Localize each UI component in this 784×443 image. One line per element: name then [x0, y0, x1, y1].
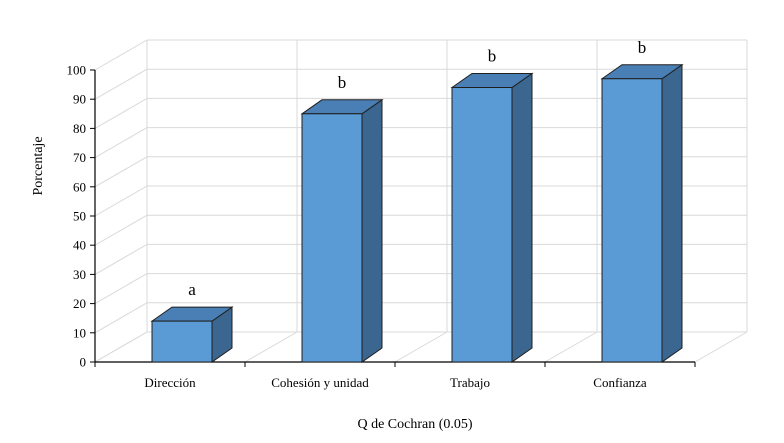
- gridline-floor: [94, 331, 148, 363]
- gridline-floor: [544, 331, 598, 363]
- x-category-label: Cohesión y unidad: [271, 375, 369, 390]
- gridline-side: [94, 302, 148, 334]
- x-category-label: Confianza: [593, 375, 647, 390]
- x-category-label: Dirección: [144, 375, 196, 390]
- gridline-side: [94, 97, 148, 129]
- x-category-label: Trabajo: [450, 375, 490, 390]
- bar-annotation: b: [638, 38, 647, 57]
- gridline-side: [94, 243, 148, 275]
- gridline-side: [94, 273, 148, 305]
- bars: [150, 63, 684, 363]
- gridline-floor: [244, 331, 298, 363]
- bar-front: [301, 113, 363, 363]
- y-tick-label: 90: [73, 92, 86, 107]
- gridline-side: [94, 214, 148, 246]
- labels: a Dirección b Cohesión y unidad b Trabajo b Con…: [144, 38, 647, 390]
- gridline-side: [94, 185, 148, 217]
- y-tick-label: 30: [73, 267, 86, 282]
- y-tick-label: 40: [73, 238, 86, 253]
- y-tick-label: 70: [73, 150, 86, 165]
- gridline-side: [94, 68, 148, 100]
- gridline-side: [94, 156, 148, 188]
- y-tick-label: 50: [73, 209, 86, 224]
- x-axis-title: Q de Cochran (0.05): [357, 417, 472, 432]
- bar: [600, 63, 684, 363]
- bar-side: [661, 63, 683, 363]
- bar-side: [511, 72, 533, 363]
- gridline-floor: [394, 331, 448, 363]
- bar: [450, 72, 534, 363]
- bar-annotation: b: [488, 47, 497, 66]
- bar-front: [151, 320, 213, 363]
- y-tick-label: 80: [73, 121, 86, 136]
- y-tick-label: 20: [73, 296, 86, 311]
- bar-annotation: a: [188, 280, 196, 299]
- gridline-floor: [694, 331, 748, 363]
- y-axis-title: Porcentaje: [31, 136, 46, 195]
- bar: [150, 306, 234, 363]
- bar: [300, 98, 384, 363]
- gridline-side: [94, 39, 148, 71]
- y-tick-label: 60: [73, 179, 86, 194]
- bar-annotation: b: [338, 73, 347, 92]
- y-tick-label: 10: [73, 325, 86, 340]
- bar-side: [361, 98, 383, 363]
- y-tick-label: 0: [80, 355, 87, 370]
- bar-front: [451, 87, 513, 363]
- y-tick-label: 100: [67, 63, 87, 78]
- bar-front: [601, 78, 663, 363]
- gridline-side: [94, 127, 148, 159]
